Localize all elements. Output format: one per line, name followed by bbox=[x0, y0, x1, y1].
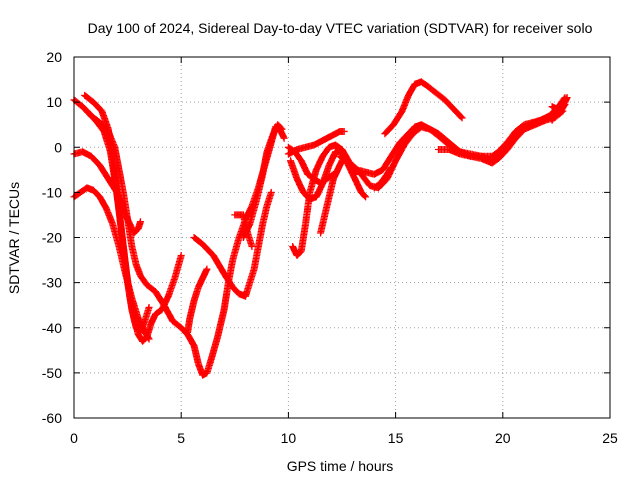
chart-title: Day 100 of 2024, Sidereal Day-to-day VTE… bbox=[88, 20, 593, 36]
series-arc-9 bbox=[239, 121, 286, 241]
data-marker-trace bbox=[284, 127, 348, 158]
data-points bbox=[70, 78, 571, 379]
y-tick-label: -10 bbox=[42, 184, 62, 200]
y-tick-label: 0 bbox=[54, 139, 62, 155]
y-tick-label: -40 bbox=[42, 320, 62, 336]
axis-ticks: 0 5 10 15 20 25 -60 -50 -40 -30 -20 -10 0 10 20 bbox=[42, 49, 618, 446]
data-marker-trace bbox=[317, 157, 346, 237]
data-marker-trace bbox=[190, 188, 275, 300]
data-marker-trace bbox=[239, 121, 286, 241]
x-tick-label: 0 bbox=[70, 430, 78, 446]
y-tick-label: -30 bbox=[42, 275, 62, 291]
series-arc-18 bbox=[381, 78, 466, 138]
y-tick-label: -60 bbox=[42, 410, 62, 426]
series-arc-21 bbox=[548, 100, 569, 115]
x-tick-label: 15 bbox=[388, 430, 404, 446]
data-marker-trace bbox=[381, 78, 466, 138]
x-tick-label: 25 bbox=[602, 430, 618, 446]
y-tick-label: -50 bbox=[42, 365, 62, 381]
y-tick-label: -20 bbox=[42, 230, 62, 246]
x-tick-label: 10 bbox=[281, 430, 297, 446]
series-arc-7 bbox=[190, 188, 275, 300]
data-marker-trace bbox=[370, 164, 395, 192]
data-marker-trace bbox=[548, 100, 569, 115]
data-marker-trace bbox=[184, 265, 211, 336]
series-arc-14 bbox=[284, 127, 348, 158]
y-tick-label: 20 bbox=[46, 49, 62, 65]
x-tick-label: 5 bbox=[177, 430, 185, 446]
series-arc-17 bbox=[370, 164, 395, 192]
x-axis-title: GPS time / hours bbox=[287, 458, 394, 474]
y-axis-title: SDTVAR / TECUs bbox=[6, 182, 22, 294]
y-tick-label: 10 bbox=[46, 94, 62, 110]
x-tick-label: 20 bbox=[495, 430, 511, 446]
series-arc-13 bbox=[317, 157, 346, 237]
series-arc-6 bbox=[184, 265, 211, 336]
